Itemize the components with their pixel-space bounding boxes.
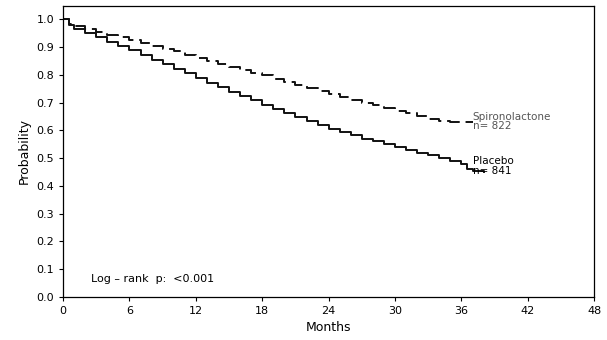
Text: n= 841: n= 841 — [473, 166, 511, 176]
Text: Placebo: Placebo — [473, 156, 514, 166]
Y-axis label: Probability: Probability — [18, 118, 31, 184]
Text: n= 822: n= 822 — [473, 121, 511, 131]
Text: Spironolactone: Spironolactone — [473, 112, 551, 121]
X-axis label: Months: Months — [306, 321, 351, 335]
Text: Log – rank  p:  <0.001: Log – rank p: <0.001 — [90, 274, 214, 284]
